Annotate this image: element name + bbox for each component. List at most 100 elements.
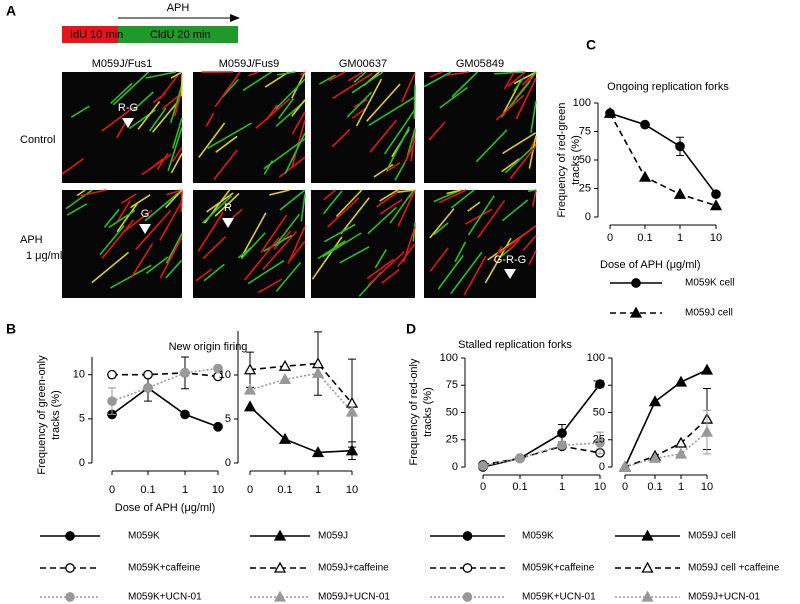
- fiber: [135, 209, 172, 251]
- fiber: [484, 237, 512, 284]
- fiber: [322, 190, 343, 215]
- y-tick-label: 0: [79, 457, 85, 469]
- legend-label: M059K cell: [685, 278, 734, 289]
- fiber: [335, 189, 363, 218]
- marker: [243, 363, 257, 375]
- annotation: R: [224, 202, 232, 214]
- fiber: [373, 163, 394, 178]
- legend-marker: [641, 529, 654, 541]
- fiber: [384, 109, 416, 155]
- y-tick-label: 5: [79, 413, 85, 425]
- fiber: [260, 214, 288, 253]
- chart-title: Ongoing replication forks: [607, 81, 729, 93]
- fiber: [367, 206, 397, 235]
- fiber: [213, 149, 238, 181]
- marker: [180, 409, 190, 420]
- fiber: [401, 72, 416, 103]
- fiber: [109, 264, 152, 289]
- legend-label: M059J+caffeine: [318, 563, 389, 574]
- fiber: [274, 78, 306, 110]
- annotation: R-G: [118, 102, 138, 114]
- fiber: [379, 189, 399, 202]
- fiber: [530, 71, 537, 79]
- y-tick-label: 0: [585, 211, 591, 223]
- legend-marker: [273, 590, 287, 602]
- fiber: [513, 76, 525, 92]
- marker: [107, 369, 117, 380]
- fiber: [170, 84, 183, 124]
- fiber: [323, 223, 356, 243]
- fiber: [429, 208, 455, 239]
- x-tick-label: 1: [677, 232, 683, 244]
- fiber: [397, 189, 416, 194]
- x-tick-label: 0: [109, 484, 115, 496]
- marker: [515, 453, 525, 464]
- fiber: [494, 71, 526, 75]
- x-tick-label: 10: [701, 481, 713, 493]
- fiber: [264, 71, 290, 88]
- y-tick-label: 10: [219, 369, 231, 381]
- series-line: [624, 418, 708, 468]
- y-tick-label: 75: [446, 379, 458, 391]
- fiber: [80, 189, 107, 197]
- marker: [107, 396, 117, 407]
- fiber: [70, 105, 90, 118]
- fiber: [165, 189, 183, 209]
- series-line: [624, 369, 708, 468]
- fiber: [446, 189, 462, 195]
- arrowhead: [504, 269, 516, 279]
- fiber: [222, 78, 240, 98]
- fiber: [353, 71, 367, 83]
- fiber: [346, 91, 373, 118]
- fiber: [248, 71, 259, 77]
- marker: [278, 359, 292, 371]
- marker: [675, 141, 685, 152]
- marker: [640, 119, 650, 130]
- fiber: [299, 71, 306, 76]
- x-axis-label: Dose of APH (μg/ml): [115, 502, 215, 514]
- marker: [478, 461, 488, 471]
- marker: [311, 446, 325, 458]
- fiber: [131, 91, 154, 112]
- fiber: [332, 72, 373, 100]
- fiber: [112, 71, 150, 106]
- fiber: [123, 209, 153, 233]
- marker: [595, 379, 605, 390]
- fiber: [433, 222, 449, 236]
- x-tick-label: 1: [315, 484, 321, 496]
- fiber: [467, 195, 495, 236]
- fiber: [300, 193, 306, 222]
- fiber: [317, 240, 346, 260]
- y-tick-label: 50: [446, 406, 458, 418]
- fiber: [101, 219, 135, 259]
- marker: [557, 440, 567, 451]
- fiber: [493, 246, 503, 262]
- arrowhead: [139, 224, 151, 234]
- marker: [603, 106, 617, 118]
- fiber: [467, 201, 481, 212]
- x-tick-label: 0: [480, 481, 486, 493]
- fiber: [269, 189, 290, 196]
- fiber: [328, 71, 346, 82]
- marker: [180, 368, 190, 378]
- x-tick-label: 1: [182, 484, 188, 496]
- protocol-label: CldU 20 min: [150, 29, 211, 41]
- x-tick-label: 0.1: [277, 484, 292, 496]
- series-line: [111, 386, 219, 428]
- fiber: [240, 232, 266, 260]
- x-tick-label: 0: [607, 232, 613, 244]
- fiber: [504, 143, 537, 174]
- x-tick-label: 0.1: [647, 481, 662, 493]
- series-line: [249, 372, 353, 413]
- fiber: [376, 189, 401, 208]
- chart-title: New origin firing: [169, 341, 248, 353]
- y-tick-label: 100: [573, 97, 591, 109]
- fiber: [374, 249, 387, 269]
- legend-marker: [273, 529, 287, 541]
- panel-letter: D: [406, 321, 416, 337]
- fiber: [503, 71, 515, 90]
- panel-letter: A: [6, 3, 16, 19]
- annotation: G: [141, 208, 150, 220]
- y-tick-label: 75: [593, 379, 605, 391]
- y-axis-label: tracks (%): [422, 387, 434, 437]
